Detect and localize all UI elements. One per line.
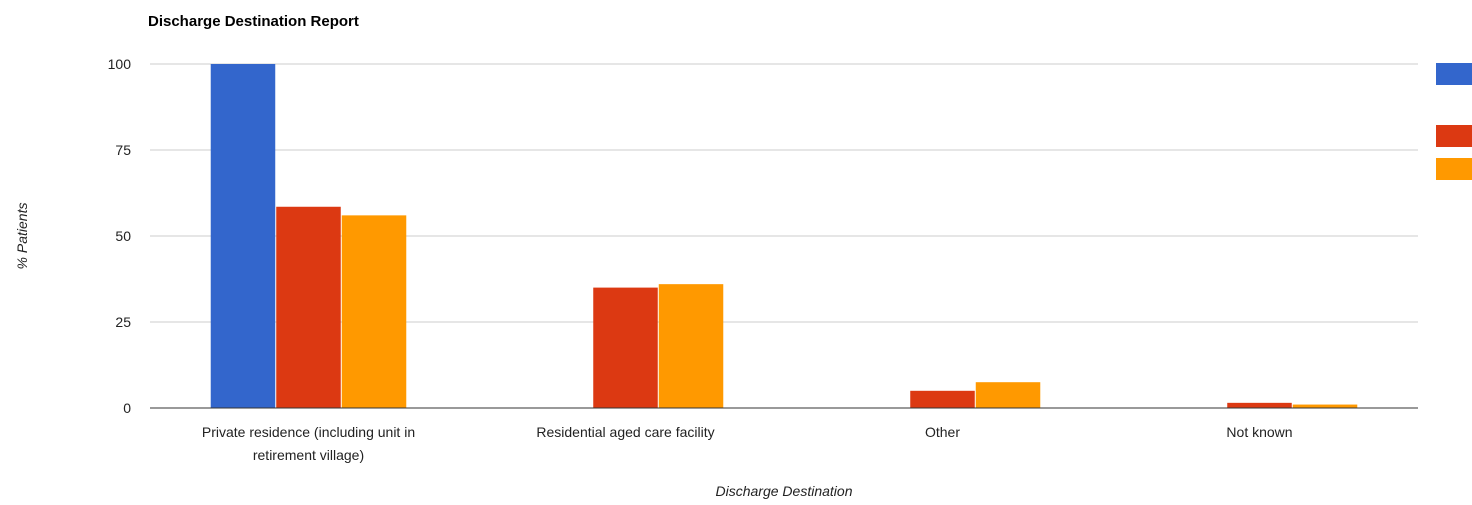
bar: [975, 382, 1041, 408]
chart-title: Discharge Destination Report: [148, 13, 359, 30]
x-tick-label: Not known: [1226, 424, 1292, 440]
y-axis-ticks: 0 25 50 75 100: [108, 56, 132, 416]
bar: [276, 206, 341, 408]
bars: [210, 64, 1358, 408]
bar: [210, 64, 276, 408]
bar: [910, 390, 975, 408]
legend: [1436, 63, 1472, 180]
y-axis-title: % Patients: [14, 203, 30, 270]
y-tick-label: 100: [108, 56, 132, 72]
x-tick-label: retirement village): [253, 447, 364, 463]
bar: [341, 215, 407, 408]
y-tick-label: 0: [123, 400, 131, 416]
legend-swatch: [1436, 63, 1472, 85]
bar: [658, 284, 724, 408]
x-tick-label: Private residence (including unit in: [202, 424, 415, 440]
x-tick-label: Other: [925, 424, 960, 440]
x-tick-label: Residential aged care facility: [536, 424, 714, 440]
x-axis-ticks: Private residence (including unit in reti…: [202, 424, 1293, 463]
legend-swatch: [1436, 125, 1472, 147]
x-axis-title: Discharge Destination: [716, 483, 853, 499]
y-tick-label: 25: [115, 314, 131, 330]
y-tick-label: 75: [115, 142, 131, 158]
y-tick-label: 50: [115, 228, 131, 244]
bar: [1227, 402, 1292, 408]
legend-swatch: [1436, 158, 1472, 180]
bar: [1292, 404, 1358, 408]
bar: [593, 287, 658, 408]
